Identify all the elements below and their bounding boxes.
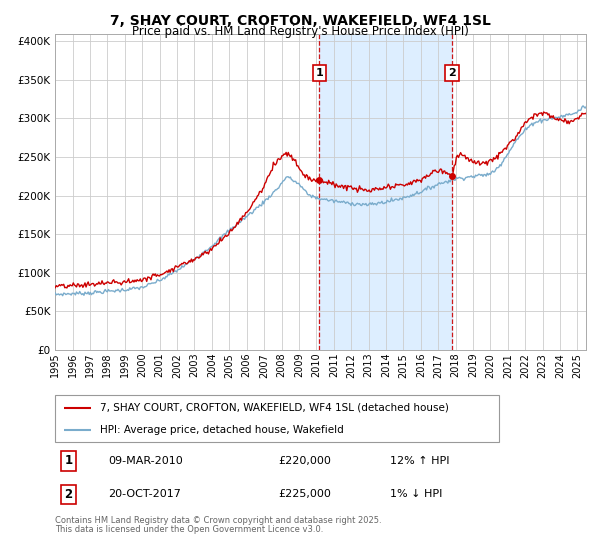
Text: £220,000: £220,000: [278, 456, 331, 466]
Text: Price paid vs. HM Land Registry's House Price Index (HPI): Price paid vs. HM Land Registry's House …: [131, 25, 469, 38]
Text: 1: 1: [64, 454, 73, 468]
Text: This data is licensed under the Open Government Licence v3.0.: This data is licensed under the Open Gov…: [55, 525, 323, 534]
Text: 09-MAR-2010: 09-MAR-2010: [108, 456, 183, 466]
Text: 1: 1: [316, 68, 323, 78]
Text: 2: 2: [64, 488, 73, 501]
Text: 2: 2: [448, 68, 456, 78]
Text: 7, SHAY COURT, CROFTON, WAKEFIELD, WF4 1SL (detached house): 7, SHAY COURT, CROFTON, WAKEFIELD, WF4 1…: [100, 403, 448, 413]
Text: £225,000: £225,000: [278, 489, 331, 500]
Text: 7, SHAY COURT, CROFTON, WAKEFIELD, WF4 1SL: 7, SHAY COURT, CROFTON, WAKEFIELD, WF4 1…: [110, 14, 490, 28]
Text: Contains HM Land Registry data © Crown copyright and database right 2025.: Contains HM Land Registry data © Crown c…: [55, 516, 382, 525]
Text: HPI: Average price, detached house, Wakefield: HPI: Average price, detached house, Wake…: [100, 424, 343, 435]
FancyBboxPatch shape: [55, 395, 499, 442]
Text: 12% ↑ HPI: 12% ↑ HPI: [390, 456, 449, 466]
Text: 1% ↓ HPI: 1% ↓ HPI: [390, 489, 442, 500]
Bar: [319, 34, 452, 350]
Text: 20-OCT-2017: 20-OCT-2017: [108, 489, 181, 500]
